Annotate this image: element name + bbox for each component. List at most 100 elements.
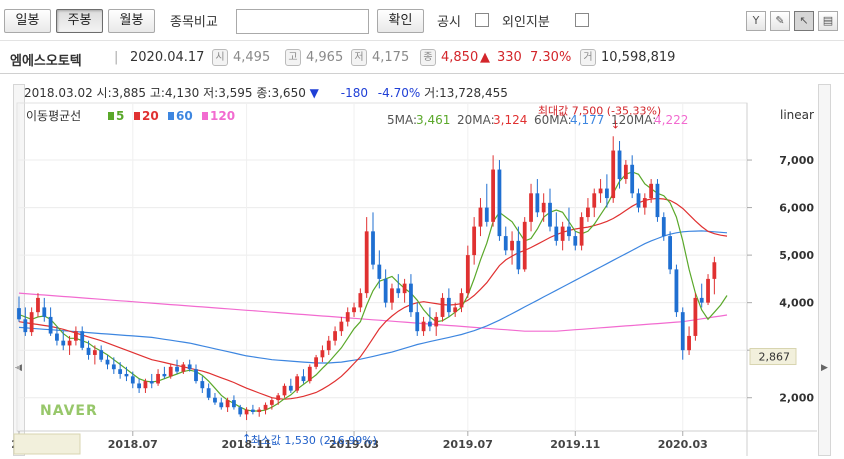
- y-tick-label: 2,000: [779, 392, 814, 405]
- daily-button[interactable]: 일봉: [4, 9, 51, 33]
- current-price-box: [749, 348, 797, 366]
- candle-body: [364, 231, 369, 294]
- candle-body: [459, 293, 464, 308]
- legend-swatch: [168, 112, 174, 120]
- candle-body: [573, 236, 578, 246]
- candle-body: [503, 236, 508, 251]
- candle-body: [200, 381, 205, 389]
- info-volume-label: 거:: [424, 86, 439, 100]
- candle-body: [440, 297, 445, 317]
- candle-body: [390, 288, 394, 303]
- candle-body: [23, 319, 28, 333]
- compare-input[interactable]: [236, 9, 369, 34]
- foreign-checkbox[interactable]: [575, 13, 589, 27]
- candle-body: [371, 231, 375, 265]
- candle-body: [548, 202, 552, 227]
- scale-label[interactable]: linear: [780, 108, 814, 122]
- candle-body: [415, 312, 420, 332]
- candle-body: [269, 400, 274, 405]
- high-icon: 고: [285, 49, 301, 66]
- scroll-right-bar[interactable]: ▶: [818, 84, 831, 456]
- x-tick-label: 2018.11: [222, 438, 272, 451]
- scroll-left-icon[interactable]: ◀: [15, 363, 22, 373]
- indicator-tool-icon[interactable]: Y: [746, 11, 766, 31]
- volume-icon: 거: [580, 49, 596, 66]
- candle-body: [137, 383, 142, 389]
- x-tick-label: 2018.07: [108, 438, 158, 451]
- candle-body: [706, 278, 710, 303]
- candle-body: [213, 397, 217, 403]
- candle-body: [592, 193, 597, 208]
- candle-body: [510, 240, 514, 251]
- candle-body: [674, 269, 679, 313]
- candle-body: [484, 207, 489, 222]
- candle-body: [421, 321, 426, 332]
- ma60-line: [18, 230, 728, 364]
- candle-body: [149, 381, 154, 384]
- info-high: 4,130: [165, 86, 199, 100]
- weekly-button[interactable]: 주봉: [56, 9, 103, 33]
- draw-tool-icon[interactable]: ✎: [770, 11, 790, 31]
- candle-body: [623, 164, 628, 180]
- min-annotation: 최소값 1,530 (216.99%): [251, 434, 377, 447]
- candle-body: [326, 340, 331, 351]
- scroll-right-icon[interactable]: ▶: [821, 363, 828, 373]
- quote-close: 4,850: [441, 50, 479, 65]
- candle-body: [472, 226, 477, 256]
- info-open-label: 시:: [97, 86, 112, 100]
- candle-body: [617, 150, 622, 180]
- info-date: 2018.03.02: [24, 86, 93, 100]
- candle-body: [345, 312, 350, 322]
- candle-body: [402, 283, 407, 294]
- quote-date: 2020.04.17: [130, 50, 205, 65]
- y-tick-label: 5,000: [779, 249, 814, 262]
- candle-body: [156, 373, 160, 384]
- candle-body: [396, 288, 401, 294]
- ma-readout: 5MA:3,461 20MA:3,124 60MA:4,177 120MA:4,222: [387, 113, 688, 127]
- legend: 5 20 60 120: [108, 109, 235, 123]
- candle-body: [181, 364, 186, 372]
- y-tick-label: 6,000: [779, 202, 814, 215]
- candle-body: [111, 364, 116, 370]
- candle-body: [687, 335, 691, 351]
- print-icon[interactable]: ▤: [818, 11, 838, 31]
- candle-body: [377, 264, 382, 279]
- candle-body: [288, 385, 293, 391]
- legend-label: 5: [116, 109, 124, 123]
- quote-open: 4,495: [233, 50, 271, 65]
- candle-body: [661, 217, 666, 237]
- monthly-button[interactable]: 월봉: [108, 9, 155, 33]
- y-tick-label: 4,000: [779, 297, 814, 310]
- compare-label: 종목비교: [170, 15, 218, 30]
- candle-body: [668, 236, 673, 270]
- candle-body: [579, 217, 584, 246]
- naver-watermark: NAVER: [40, 403, 98, 419]
- info-change-pct: -4.70%: [378, 86, 420, 100]
- candle-body: [598, 188, 603, 194]
- legend-swatch: [134, 112, 140, 120]
- stock-name: 엠에스오토텍: [10, 54, 82, 69]
- candle-body: [636, 193, 641, 208]
- separator: |: [114, 50, 119, 65]
- candle-body: [453, 307, 458, 313]
- info-arrow-icon: ▼: [310, 86, 320, 100]
- candle-body: [187, 364, 192, 370]
- ma-readout-value: 3,461: [416, 113, 450, 127]
- candle-body: [586, 207, 590, 218]
- cursor-tool-icon[interactable]: ↖: [794, 11, 814, 31]
- candle-body: [604, 188, 609, 199]
- candle-body: [118, 369, 123, 374]
- confirm-button[interactable]: 확인: [377, 9, 424, 33]
- candle-body: [301, 376, 306, 382]
- max-arrow-icon: ↓: [611, 118, 620, 131]
- notice-checkbox[interactable]: [475, 13, 489, 27]
- y-tick-label: 7,000: [779, 154, 814, 167]
- ma-readout-label: 5MA:: [387, 113, 417, 127]
- candle-body: [282, 385, 287, 396]
- legend-label: 60: [176, 109, 193, 123]
- info-change: -180: [341, 86, 368, 100]
- candle-body: [409, 283, 413, 313]
- legend-swatch: [108, 112, 114, 120]
- x-tick-label: 2019.03: [329, 438, 379, 451]
